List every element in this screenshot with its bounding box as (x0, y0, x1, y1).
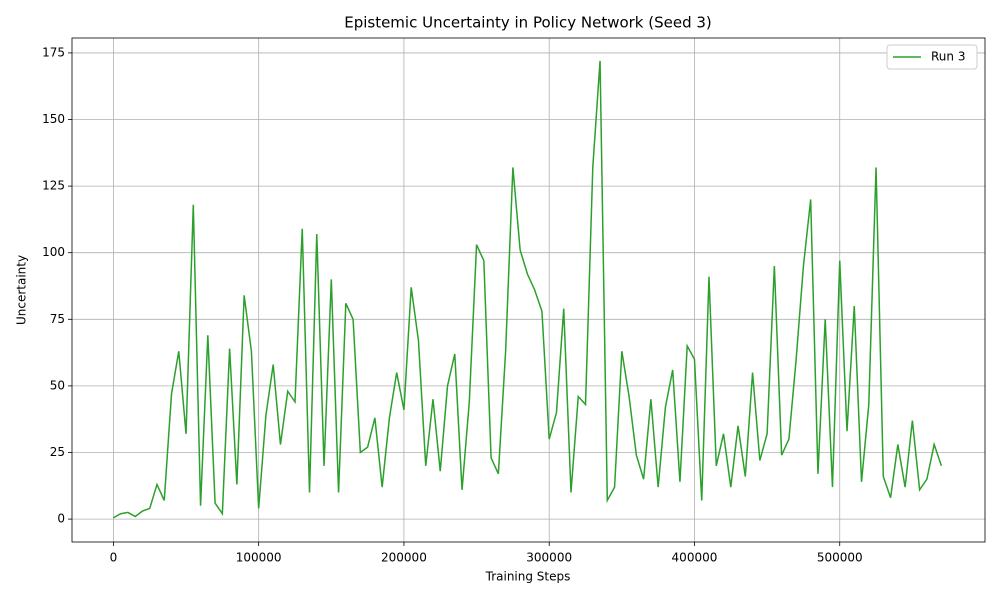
x-tick-label: 300000 (526, 551, 572, 565)
x-tick-label: 0 (110, 551, 118, 565)
legend: Run 3 (886, 44, 978, 70)
y-tick-label: 25 (50, 445, 65, 459)
y-tick-label: 150 (42, 112, 65, 126)
legend-label: Run 3 (931, 50, 965, 64)
x-tick-label: 200000 (381, 551, 427, 565)
x-axis-label: Training Steps (485, 570, 571, 584)
y-tick-label: 125 (42, 179, 65, 193)
x-tick-label: 500000 (817, 551, 863, 565)
y-axis-label: Uncertainty (15, 255, 29, 325)
legend-box (886, 44, 978, 70)
chart-title: Epistemic Uncertainty in Policy Network … (344, 14, 712, 32)
y-tick-label: 0 (57, 512, 65, 526)
y-tick-label: 75 (50, 312, 65, 326)
y-tick-label: 175 (42, 45, 65, 59)
y-tick-label: 100 (42, 245, 65, 259)
data-line (113, 60, 943, 519)
y-tick-label: 50 (50, 378, 65, 392)
x-tick-label: 400000 (672, 551, 718, 565)
plot-frame (71, 37, 986, 543)
x-tick-label: 100000 (236, 551, 282, 565)
